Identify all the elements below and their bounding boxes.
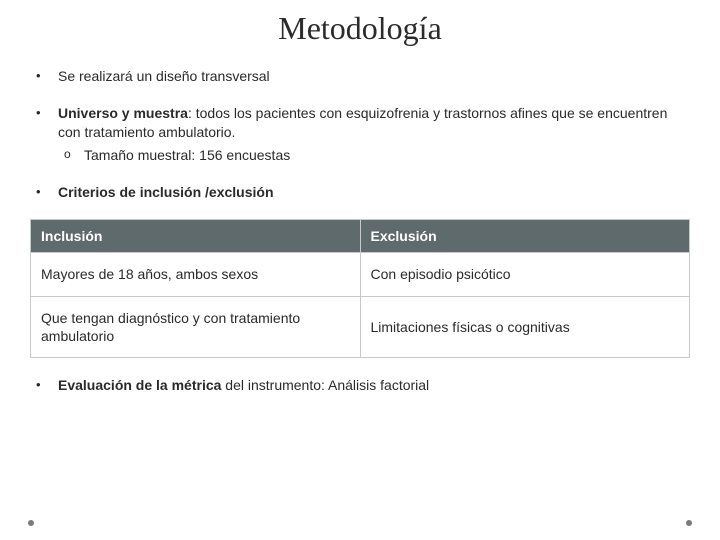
bullet-list-2: Evaluación de la métrica del instrumento… bbox=[30, 376, 690, 395]
table-cell: Mayores de 18 años, ambos sexos bbox=[31, 253, 361, 296]
table-cell: Limitaciones físicas o cognitivas bbox=[360, 296, 690, 357]
bullet-text: Tamaño muestral: 156 encuestas bbox=[84, 147, 290, 163]
table-cell: Con episodio psicótico bbox=[360, 253, 690, 296]
bullet-bold: Evaluación de la métrica bbox=[58, 377, 221, 393]
decor-dot-icon bbox=[686, 520, 692, 526]
table-row: Que tengan diagnóstico y con tratamiento… bbox=[31, 296, 690, 357]
table-row: Mayores de 18 años, ambos sexos Con epis… bbox=[31, 253, 690, 296]
decor-dot-icon bbox=[28, 520, 34, 526]
list-item: Se realizará un diseño transversal bbox=[30, 67, 690, 86]
sub-list: Tamaño muestral: 156 encuestas bbox=[58, 146, 690, 165]
bullet-bold: Universo y muestra bbox=[58, 105, 188, 121]
list-item: Universo y muestra: todos los pacientes … bbox=[30, 104, 690, 165]
table-header-row: Inclusión Exclusión bbox=[31, 220, 690, 253]
list-item: Evaluación de la métrica del instrumento… bbox=[30, 376, 690, 395]
page-title: Metodología bbox=[30, 10, 690, 47]
table-header-cell: Exclusión bbox=[360, 220, 690, 253]
bullet-bold: Criterios de inclusión /exclusión bbox=[58, 184, 274, 200]
table-header-cell: Inclusión bbox=[31, 220, 361, 253]
list-item: Criterios de inclusión /exclusión bbox=[30, 183, 690, 202]
bullet-text: Se realizará un diseño transversal bbox=[58, 68, 270, 84]
bullet-text: del instrumento: Análisis factorial bbox=[221, 377, 429, 393]
criteria-table: Inclusión Exclusión Mayores de 18 años, … bbox=[30, 219, 690, 358]
bullet-list: Se realizará un diseño transversal Unive… bbox=[30, 67, 690, 201]
table-cell: Que tengan diagnóstico y con tratamiento… bbox=[31, 296, 361, 357]
sub-list-item: Tamaño muestral: 156 encuestas bbox=[58, 146, 690, 165]
